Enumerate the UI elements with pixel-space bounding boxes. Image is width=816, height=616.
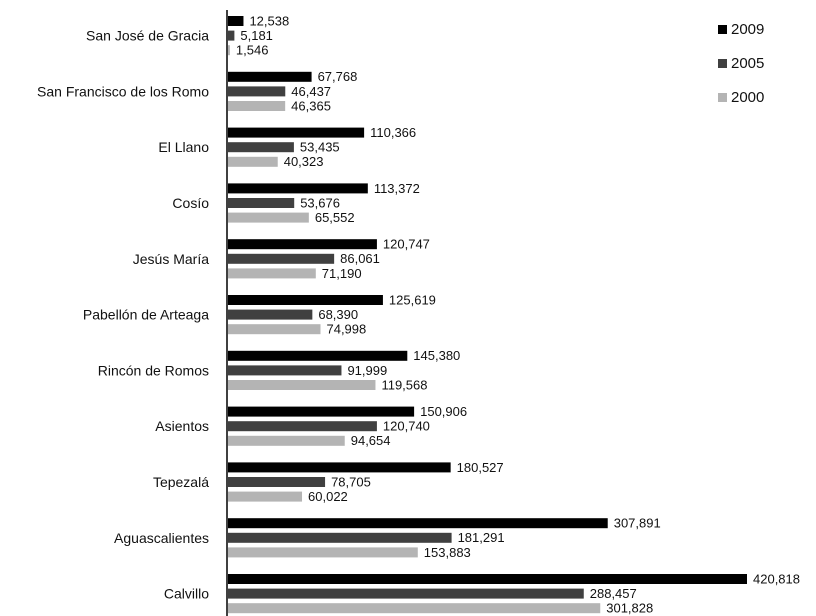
value-label-san-jose-de-gracia-2009: 12,538: [249, 13, 289, 28]
value-label-cosio-2005: 53,676: [300, 195, 340, 210]
bar-jesus-maria-2000: [228, 268, 316, 279]
bar-el-llano-2000: [228, 156, 278, 167]
category-label-jesus-maria: Jesús María: [133, 251, 209, 267]
value-label-aguascalientes-2005: 181,291: [458, 530, 505, 545]
value-label-san-francisco-de-los-romo-2005: 46,437: [291, 84, 331, 99]
value-label-jesus-maria-2009: 120,747: [383, 237, 430, 252]
category-label-aguascalientes: Aguascalientes: [114, 530, 209, 546]
category-label-asientos: Asientos: [155, 418, 209, 434]
bar-aguascalientes-2005: [228, 532, 452, 543]
bar-asientos-2000: [228, 435, 345, 446]
value-label-cosio-2000: 65,552: [315, 210, 355, 225]
bar-pabellon-de-arteaga-2000: [228, 324, 321, 335]
bar-tepezala-2009: [228, 462, 451, 473]
bar-asientos-2005: [228, 421, 377, 432]
value-label-pabellon-de-arteaga-2000: 74,998: [326, 322, 366, 337]
value-label-jesus-maria-2000: 71,190: [322, 266, 362, 281]
bar-san-jose-de-gracia-2005: [228, 30, 235, 41]
category-label-san-jose-de-gracia: San José de Gracia: [86, 28, 209, 44]
value-label-calvillo-2009: 420,818: [753, 571, 800, 586]
bar-el-llano-2005: [228, 142, 294, 153]
bar-tepezala-2005: [228, 477, 326, 487]
bar-san-francisco-de-los-romo-2005: [228, 86, 286, 97]
value-label-rincon-de-romos-2005: 91,999: [347, 363, 387, 378]
category-label-pabellon-de-arteaga: Pabellón de Arteaga: [83, 307, 209, 323]
value-label-jesus-maria-2005: 86,061: [340, 251, 380, 266]
bar-calvillo-2009: [228, 574, 747, 584]
value-label-pabellon-de-arteaga-2005: 68,390: [318, 307, 358, 322]
bars-layer: [228, 16, 747, 614]
bar-cosio-2009: [228, 183, 368, 194]
value-label-tepezala-2005: 78,705: [331, 474, 371, 489]
value-label-rincon-de-romos-2009: 145,380: [413, 348, 460, 363]
value-label-san-francisco-de-los-romo-2000: 46,365: [291, 98, 331, 113]
bar-san-francisco-de-los-romo-2009: [228, 71, 312, 82]
legend-swatch-2005: [718, 59, 727, 68]
value-label-tepezala-2000: 60,022: [308, 489, 348, 504]
value-label-cosio-2009: 113,372: [374, 181, 420, 196]
value-label-calvillo-2005: 288,457: [590, 586, 637, 601]
value-label-pabellon-de-arteaga-2009: 125,619: [389, 292, 436, 307]
bar-rincon-de-romos-2009: [228, 350, 408, 361]
value-label-calvillo-2000: 301,828: [606, 601, 653, 616]
value-label-asientos-2009: 150,906: [420, 404, 467, 419]
bar-san-jose-de-gracia-2000: [228, 45, 230, 56]
bar-san-francisco-de-los-romo-2000: [228, 101, 286, 111]
bar-cosio-2000: [228, 212, 309, 223]
legend-swatch-2009: [718, 25, 727, 34]
bar-san-jose-de-gracia-2009: [228, 16, 244, 26]
value-label-rincon-de-romos-2000: 119,568: [381, 377, 427, 392]
value-label-el-llano-2009: 110,366: [370, 125, 416, 140]
legend-label-2000: 2000: [731, 89, 764, 106]
category-label-tepezala: Tepezalá: [153, 474, 209, 490]
bar-pabellon-de-arteaga-2009: [228, 295, 383, 305]
value-label-tepezala-2009: 180,527: [457, 460, 504, 475]
bar-aguascalientes-2009: [228, 518, 608, 529]
category-label-cosio: Cosío: [172, 195, 209, 211]
category-label-el-llano: El Llano: [158, 139, 209, 155]
legend-label-2009: 2009: [731, 21, 764, 38]
value-label-asientos-2005: 120,740: [383, 419, 430, 434]
value-label-san-jose-de-gracia-2005: 5,181: [240, 28, 273, 43]
bar-rincon-de-romos-2000: [228, 380, 376, 390]
bar-jesus-maria-2005: [228, 253, 335, 264]
legend: 2009 2005 2000: [718, 21, 764, 106]
bar-asientos-2009: [228, 406, 415, 417]
value-label-el-llano-2000: 40,323: [284, 154, 324, 169]
value-label-aguascalientes-2000: 153,883: [424, 545, 471, 560]
value-label-san-francisco-de-los-romo-2009: 67,768: [318, 69, 358, 84]
legend-swatch-2000: [718, 93, 727, 102]
bar-pabellon-de-arteaga-2005: [228, 309, 313, 320]
category-label-calvillo: Calvillo: [164, 586, 209, 602]
legend-label-2005: 2005: [731, 55, 764, 72]
bar-rincon-de-romos-2005: [228, 365, 342, 376]
bar-el-llano-2009: [228, 127, 365, 138]
bar-aguascalientes-2000: [228, 547, 418, 558]
bar-jesus-maria-2009: [228, 239, 377, 250]
bar-calvillo-2005: [228, 588, 584, 599]
value-label-asientos-2000: 94,654: [351, 433, 391, 448]
value-label-el-llano-2005: 53,435: [300, 140, 340, 155]
value-label-aguascalientes-2009: 307,891: [614, 516, 661, 531]
bar-calvillo-2000: [228, 603, 601, 614]
bar-cosio-2005: [228, 198, 295, 208]
bar-tepezala-2000: [228, 491, 303, 502]
category-label-san-francisco-de-los-romo: San Francisco de los Romo: [37, 83, 209, 99]
value-label-san-jose-de-gracia-2000: 1,546: [236, 43, 269, 58]
category-label-rincon-de-romos: Rincón de Romos: [98, 362, 209, 378]
